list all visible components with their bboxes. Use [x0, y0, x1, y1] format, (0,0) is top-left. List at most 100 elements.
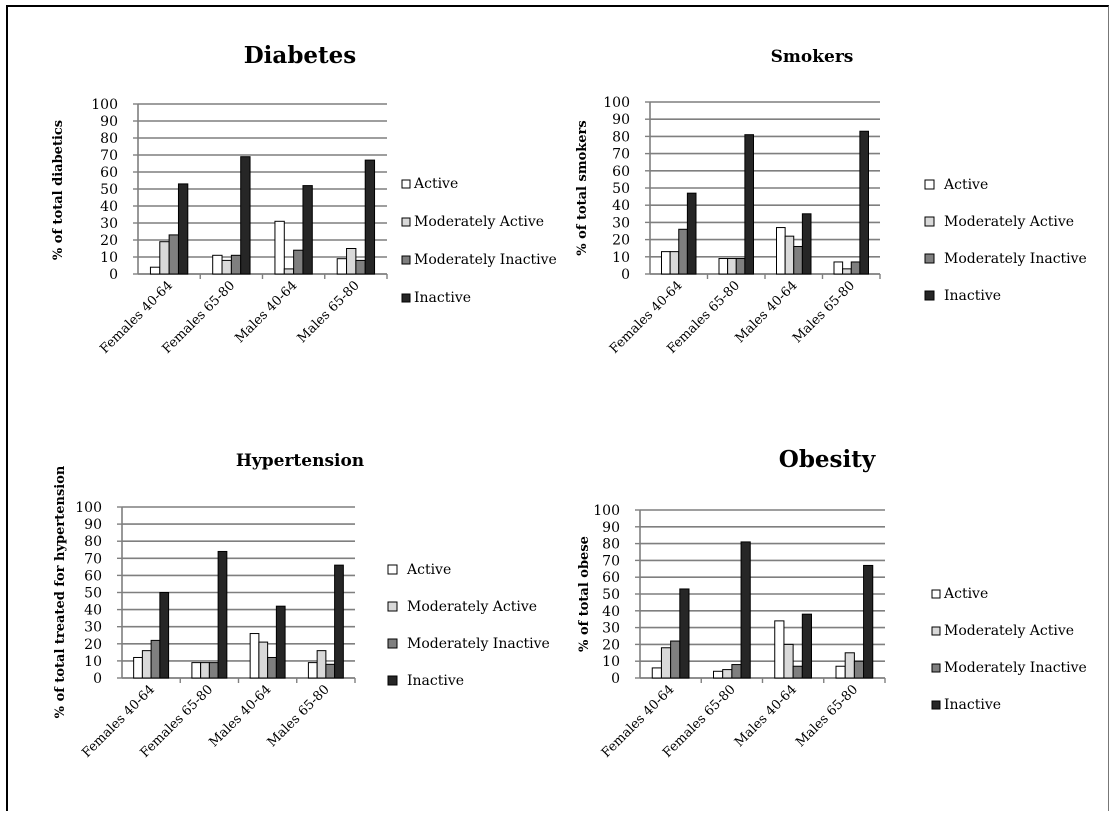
- legend-swatch: [924, 253, 935, 264]
- y-tick-label: 0: [109, 267, 118, 283]
- bar-moderately-inactive: [735, 258, 746, 275]
- bar-inactive: [679, 588, 690, 679]
- y-tick-label: 60: [612, 164, 630, 180]
- y-tick-label: 70: [100, 148, 118, 164]
- bar-active: [833, 261, 844, 275]
- bar-active: [133, 656, 143, 679]
- y-tick-label: 20: [84, 637, 102, 653]
- legend-label: Active: [413, 176, 458, 192]
- bar-moderately-active: [346, 248, 357, 275]
- x-category-label: Males 65-80: [790, 278, 858, 346]
- legend-label: Moderately Active: [944, 214, 1074, 230]
- legend-swatch: [387, 675, 398, 686]
- y-tick-label: 90: [602, 520, 620, 536]
- legend-label: Moderately Inactive: [944, 251, 1087, 267]
- y-tick-label: 30: [602, 621, 620, 637]
- legend-swatch: [931, 700, 941, 710]
- bar-moderately-inactive: [168, 234, 179, 275]
- chart-title: Obesity: [779, 446, 876, 473]
- bar-moderately-inactive: [731, 664, 742, 679]
- bar-active: [713, 670, 724, 679]
- bar-moderately-inactive: [267, 656, 277, 679]
- bar-inactive: [334, 564, 344, 679]
- y-tick-label: 10: [612, 250, 630, 266]
- y-tick-label: 10: [100, 250, 118, 266]
- bar-inactive: [686, 192, 697, 275]
- bar-moderately-active: [842, 268, 852, 275]
- bar-inactive: [302, 185, 313, 275]
- legend-label: Active: [406, 562, 451, 578]
- figure-frame: [6, 5, 1109, 811]
- y-tick-label: 80: [612, 129, 630, 145]
- x-category-label: Males 65-80: [793, 682, 861, 750]
- y-tick-label: 30: [612, 215, 630, 231]
- bar-moderately-inactive: [325, 663, 336, 679]
- y-tick-label: 20: [602, 637, 620, 653]
- bar-active: [336, 258, 348, 275]
- bar-moderately-active: [200, 662, 210, 679]
- legend-label: Moderately Inactive: [407, 636, 550, 652]
- legend-label: Active: [943, 177, 988, 193]
- bar-moderately-active: [844, 652, 855, 679]
- legend-swatch: [387, 564, 398, 575]
- x-category-label: Males 40-64: [232, 278, 300, 346]
- y-tick-label: 40: [612, 198, 630, 214]
- y-tick-label: 80: [84, 534, 102, 550]
- bar-moderately-active: [660, 647, 672, 679]
- x-category-label: Males 65-80: [265, 682, 333, 750]
- bar-moderately-inactive: [853, 660, 865, 679]
- bar-active: [718, 258, 729, 275]
- y-tick-label: 50: [100, 182, 118, 198]
- y-tick-label: 40: [84, 603, 102, 619]
- legend-label: Moderately Active: [407, 599, 537, 615]
- bar-moderately-active: [722, 669, 733, 679]
- bar-active: [651, 667, 662, 679]
- bar-moderately-active: [283, 268, 295, 275]
- bar-inactive: [801, 213, 812, 275]
- y-tick-label: 30: [84, 620, 102, 636]
- bar-moderately-inactive: [850, 261, 861, 275]
- bar-active: [249, 633, 260, 679]
- bar-active: [661, 251, 671, 275]
- legend-label: Moderately Active: [414, 214, 544, 230]
- bar-moderately-inactive: [678, 228, 688, 275]
- bar-inactive: [159, 592, 170, 679]
- bar-moderately-inactive: [793, 245, 803, 275]
- bar-active: [149, 266, 161, 275]
- y-tick-label: 100: [603, 95, 630, 111]
- bar-moderately-active: [669, 251, 680, 275]
- bar-moderately-active: [141, 650, 152, 679]
- bar-active: [274, 220, 285, 275]
- bar-moderately-inactive: [230, 254, 242, 275]
- y-tick-label: 50: [612, 181, 630, 197]
- legend-label: Moderately Inactive: [944, 660, 1087, 676]
- bar-inactive: [217, 550, 228, 679]
- bar-inactive: [863, 564, 874, 679]
- y-tick-label: 60: [84, 568, 102, 584]
- legend-swatch: [387, 601, 398, 612]
- chart-title: Diabetes: [244, 42, 357, 69]
- y-tick-label: 90: [84, 517, 102, 533]
- legend-swatch: [924, 290, 935, 301]
- bar-moderately-active: [221, 259, 232, 275]
- legend-label: Inactive: [944, 697, 1001, 713]
- bar-active: [835, 665, 846, 679]
- bar-moderately-inactive: [293, 249, 304, 275]
- x-category-label: Males 40-64: [732, 682, 800, 750]
- bar-moderately-inactive: [150, 639, 161, 679]
- bar-moderately-inactive: [208, 662, 219, 679]
- legend-swatch: [387, 638, 398, 649]
- bar-active: [212, 254, 223, 275]
- bar-moderately-active: [258, 641, 269, 679]
- y-tick-label: 30: [100, 216, 118, 232]
- y-tick-label: 50: [602, 587, 620, 603]
- y-tick-label: 40: [602, 604, 620, 620]
- legend-swatch: [924, 179, 935, 190]
- legend-swatch: [401, 255, 411, 265]
- y-tick-label: 10: [84, 654, 102, 670]
- y-tick-label: 20: [100, 233, 118, 249]
- y-tick-label: 90: [100, 114, 118, 130]
- bar-inactive: [240, 156, 251, 275]
